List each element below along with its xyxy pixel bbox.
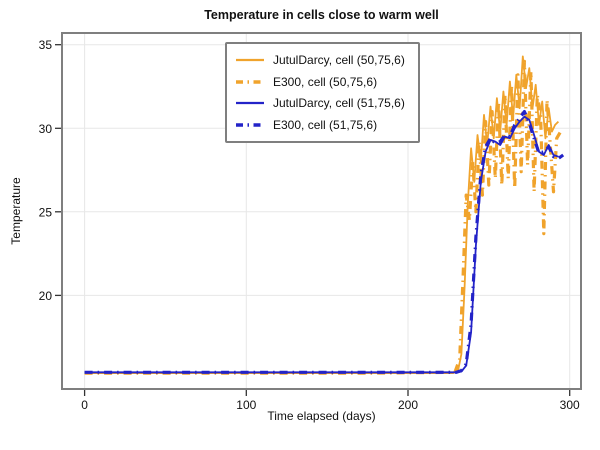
y-tick-label-35: 35 bbox=[39, 38, 53, 52]
legend: JutulDarcy, cell (50,75,6) E300, cell (50… bbox=[225, 42, 420, 143]
y-axis-label-text: Temperature bbox=[9, 177, 23, 245]
legend-item-0: JutulDarcy, cell (50,75,6) bbox=[235, 53, 410, 67]
legend-line-sample-3 bbox=[236, 122, 264, 127]
x-axis-label: Time elapsed (days) bbox=[267, 409, 376, 423]
legend-label-1: E300, cell (50,75,6) bbox=[273, 74, 378, 89]
legend-line-sample-0 bbox=[236, 59, 264, 62]
y-tick-label-30: 30 bbox=[39, 122, 53, 136]
series-line-3 bbox=[84, 109, 565, 374]
x-tick-label-100: 100 bbox=[236, 398, 256, 412]
chart-title: Temperature in cells close to warm well bbox=[204, 8, 439, 22]
y-tick-label-25: 25 bbox=[39, 205, 53, 219]
legend-line-sample-1 bbox=[236, 79, 264, 84]
x-tick-label-200: 200 bbox=[398, 398, 418, 412]
plot-border bbox=[61, 32, 582, 390]
legend-item-2: JutulDarcy, cell (51,75,6) bbox=[235, 96, 410, 110]
legend-label-2: JutulDarcy, cell (51,75,6) bbox=[273, 96, 405, 111]
legend-item-3: E300, cell (51,75,6) bbox=[235, 118, 410, 132]
y-tick-label-20: 20 bbox=[39, 289, 53, 303]
legend-label-0: JutulDarcy, cell (50,75,6) bbox=[273, 53, 405, 68]
x-tick-label-300: 300 bbox=[560, 398, 580, 412]
series-line-2 bbox=[84, 115, 559, 374]
legend-line-sample-2 bbox=[236, 102, 264, 105]
legend-item-1: E300, cell (50,75,6) bbox=[235, 75, 410, 89]
legend-label-3: E300, cell (51,75,6) bbox=[273, 117, 378, 132]
x-tick-label-0: 0 bbox=[81, 398, 88, 412]
